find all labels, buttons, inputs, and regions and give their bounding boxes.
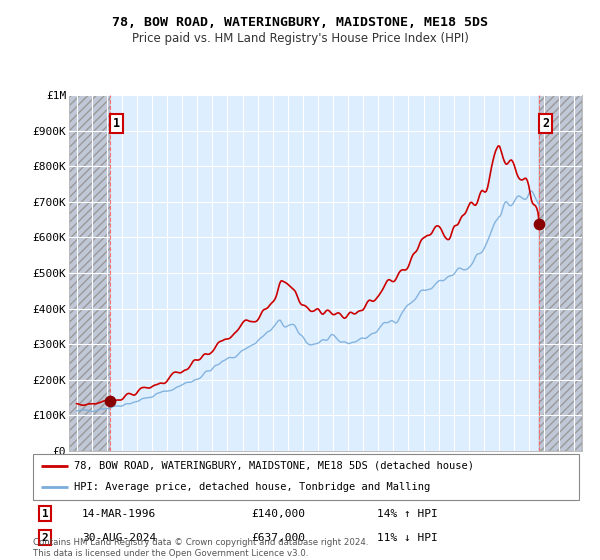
Text: 1: 1	[113, 117, 120, 130]
Text: 30-AUG-2024: 30-AUG-2024	[82, 533, 157, 543]
Point	[105, 396, 115, 405]
Text: HPI: Average price, detached house, Tonbridge and Malling: HPI: Average price, detached house, Tonb…	[74, 482, 430, 492]
Text: 11% ↓ HPI: 11% ↓ HPI	[377, 533, 438, 543]
Text: Price paid vs. HM Land Registry's House Price Index (HPI): Price paid vs. HM Land Registry's House …	[131, 32, 469, 45]
Bar	[69, 95, 110, 451]
Bar	[69, 95, 110, 451]
Text: £637,000: £637,000	[251, 533, 305, 543]
Bar	[539, 95, 582, 451]
Text: 78, BOW ROAD, WATERINGBURY, MAIDSTONE, ME18 5DS (detached house): 78, BOW ROAD, WATERINGBURY, MAIDSTONE, M…	[74, 461, 474, 471]
Text: 1: 1	[41, 509, 49, 519]
Text: £140,000: £140,000	[251, 509, 305, 519]
Text: 14% ↑ HPI: 14% ↑ HPI	[377, 509, 438, 519]
FancyBboxPatch shape	[33, 454, 579, 500]
Text: 2: 2	[542, 117, 550, 130]
Point	[535, 220, 544, 229]
Text: Contains HM Land Registry data © Crown copyright and database right 2024.
This d: Contains HM Land Registry data © Crown c…	[33, 538, 368, 558]
Bar	[539, 95, 582, 451]
Text: 14-MAR-1996: 14-MAR-1996	[82, 509, 157, 519]
Text: 2: 2	[41, 533, 49, 543]
Text: 78, BOW ROAD, WATERINGBURY, MAIDSTONE, ME18 5DS: 78, BOW ROAD, WATERINGBURY, MAIDSTONE, M…	[112, 16, 488, 29]
